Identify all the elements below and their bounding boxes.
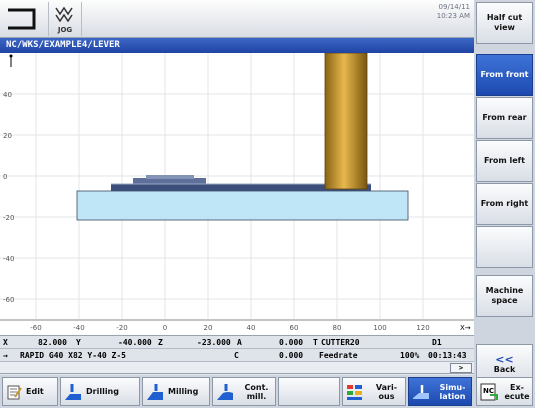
softkey-empty[interactable] bbox=[476, 226, 533, 268]
softkey-label: From left bbox=[484, 156, 525, 165]
feed-label: Feedrate bbox=[319, 351, 358, 360]
y-tick-label: 0 bbox=[3, 173, 7, 181]
softkey-half-cut-view[interactable]: Half cut view bbox=[476, 2, 533, 44]
softkey-execute[interactable]: NC Ex- ecute bbox=[476, 377, 533, 406]
a-label: A bbox=[237, 338, 242, 347]
various-icon bbox=[347, 384, 362, 400]
x-tick-label: 80 bbox=[333, 324, 342, 332]
softkey-empty-bottom[interactable] bbox=[278, 377, 340, 406]
mode-label: JOG bbox=[57, 26, 73, 34]
back-arrow-icon: << bbox=[495, 353, 514, 366]
axis-ticks: -60 -40 -20 0 20 40 60 80 100 120 40 20 0 -20 -40 -60 bbox=[0, 91, 474, 332]
softkey-label: Cont. mill. bbox=[244, 382, 269, 401]
x-tick-label: -60 bbox=[30, 324, 41, 332]
y-value: -40.000 bbox=[118, 338, 152, 347]
svg-text:NC: NC bbox=[483, 387, 494, 395]
softkey-machine-space[interactable]: Machine space bbox=[476, 275, 533, 317]
tool-name: CUTTER20 bbox=[321, 338, 360, 347]
position-status: X 82.000 Y -40.000 Z -23.000 A 0.000 T C… bbox=[0, 336, 474, 349]
y-label: Y bbox=[76, 338, 81, 347]
x-value: 82.000 bbox=[38, 338, 67, 347]
status-strip: > bbox=[0, 362, 474, 374]
softkey-simulation[interactable]: Simu- lation bbox=[408, 377, 472, 406]
simulation-canvas[interactable]: -60 -40 -20 0 20 40 60 80 100 120 40 20 0 -20 -40 -60 X… bbox=[0, 53, 474, 336]
x-tick-label: -40 bbox=[73, 324, 84, 332]
part-base bbox=[111, 184, 371, 191]
softkey-label: Drilling bbox=[86, 387, 119, 396]
edit-icon bbox=[7, 385, 22, 399]
current-block-arrow: → bbox=[3, 351, 8, 360]
x-tick-label: 20 bbox=[204, 324, 213, 332]
z-value: -23.000 bbox=[197, 338, 231, 347]
x-label: X bbox=[3, 338, 8, 347]
x-tick-label: 120 bbox=[416, 324, 429, 332]
simulation-view[interactable]: -60 -40 -20 0 20 40 60 80 100 120 40 20 0 -20 -40 -60 X… bbox=[0, 53, 474, 336]
datetime: 09/14/11 10:23 AM bbox=[410, 3, 470, 21]
part-hub-top bbox=[146, 175, 194, 179]
y-tick-label: -60 bbox=[3, 296, 14, 304]
drill-icon bbox=[65, 383, 81, 400]
y-tick-label: 20 bbox=[3, 132, 12, 140]
part-hub bbox=[133, 178, 206, 184]
time: 10:23 AM bbox=[436, 12, 470, 20]
softkey-from-rear[interactable]: From rear bbox=[476, 97, 533, 139]
jog-icon bbox=[55, 6, 73, 23]
y-tick-label: -40 bbox=[3, 255, 14, 263]
softkey-label: Machine space bbox=[485, 286, 524, 305]
x-tick-label: 100 bbox=[373, 324, 386, 332]
softkey-label: From right bbox=[480, 199, 529, 208]
softkey-label: Milling bbox=[168, 387, 199, 396]
cutter-tool bbox=[324, 53, 368, 190]
elapsed-time: 00:13:43 bbox=[428, 351, 467, 360]
program-path: NC/WKS/EXAMPLE4/LEVER bbox=[0, 38, 474, 53]
softkey-label: Ex- ecute bbox=[504, 382, 530, 401]
x-tick-label: -20 bbox=[116, 324, 127, 332]
jog-mode-indicator: JOG bbox=[48, 2, 82, 36]
horizontal-softkeys: Edit Drilling Milling Cont. mill. bbox=[0, 375, 474, 408]
softkey-from-right[interactable]: From right bbox=[476, 183, 533, 225]
softkey-contour-milling[interactable]: Cont. mill. bbox=[212, 377, 276, 406]
machine-mode-icon bbox=[8, 8, 36, 30]
a-value: 0.000 bbox=[279, 338, 304, 347]
y-tick-label: -20 bbox=[3, 214, 14, 222]
softkey-label: Simu- lation bbox=[439, 382, 466, 401]
z-axis-dot bbox=[9, 54, 13, 58]
softkey-edit[interactable]: Edit bbox=[2, 377, 58, 406]
mill-icon bbox=[147, 383, 163, 400]
softkey-label: Edit bbox=[26, 387, 44, 396]
feed-value: 0.000 bbox=[279, 351, 304, 360]
x-axis-marker: X→ bbox=[460, 324, 471, 332]
z-label: Z bbox=[158, 338, 163, 347]
workpiece-blank bbox=[76, 190, 409, 221]
vertical-softkeys: Half cut view From front From rear From … bbox=[474, 0, 535, 408]
date: 09/14/11 bbox=[438, 3, 470, 11]
softkey-label: From rear bbox=[482, 113, 527, 122]
softkey-label: Half cut view bbox=[486, 13, 523, 32]
override: 100% bbox=[400, 351, 420, 360]
c-label: C bbox=[234, 351, 239, 360]
execute-icon: NC bbox=[480, 383, 498, 400]
softkey-drilling[interactable]: Drilling bbox=[60, 377, 140, 406]
block-status: → RAPID G40 X82 Y-40 Z-5 C 0.000 Feedrat… bbox=[0, 349, 474, 362]
current-block: RAPID G40 X82 Y-40 Z-5 bbox=[20, 351, 126, 360]
status-header: JOG 09/14/11 10:23 AM bbox=[0, 0, 474, 38]
softkey-from-left[interactable]: From left bbox=[476, 140, 533, 182]
softkey-from-front[interactable]: From front bbox=[476, 54, 533, 96]
softkey-label: Vari- ous bbox=[375, 382, 398, 401]
contour-mill-icon bbox=[217, 383, 233, 400]
x-tick-label: 60 bbox=[290, 324, 299, 332]
y-tick-label: 40 bbox=[3, 91, 12, 99]
softkey-label: Back bbox=[493, 365, 516, 374]
softkey-label: From front bbox=[480, 70, 529, 79]
x-tick-label: 0 bbox=[163, 324, 167, 332]
tool-label: T bbox=[313, 338, 318, 347]
simulation-icon bbox=[413, 384, 429, 399]
x-tick-label: 40 bbox=[247, 324, 256, 332]
softkey-milling[interactable]: Milling bbox=[142, 377, 210, 406]
more-button[interactable]: > bbox=[450, 363, 472, 373]
d-number: D1 bbox=[432, 338, 442, 347]
softkey-various[interactable]: Vari- ous bbox=[342, 377, 406, 406]
